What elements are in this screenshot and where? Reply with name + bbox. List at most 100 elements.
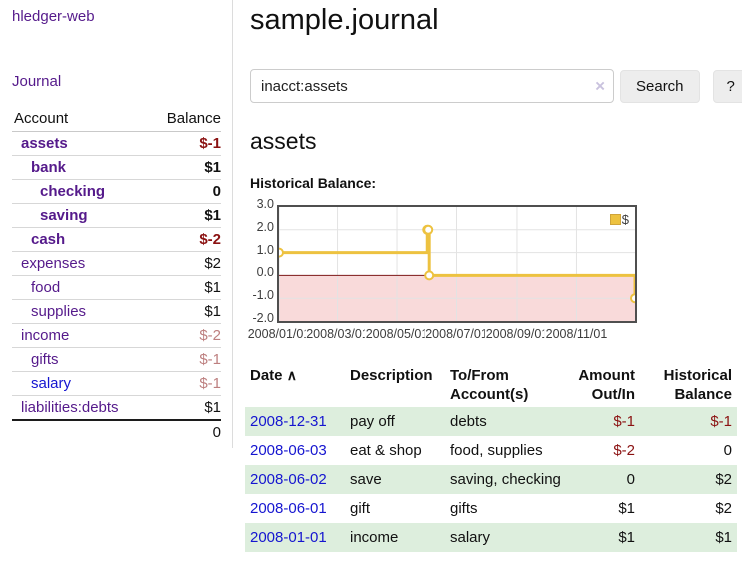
y-axis-tick-label: 2.0 (256, 219, 274, 234)
register-amount-cell: $1 (618, 500, 635, 517)
account-balance: 0 (148, 179, 221, 204)
search-input-wrap: × (250, 69, 614, 103)
register-balance-cell: 0 (723, 442, 732, 459)
account-row: assets $-1 (12, 131, 221, 156)
account-row: checking 0 (12, 179, 221, 204)
x-axis-tick-label: 2008/09/01 (484, 327, 550, 341)
register-date-cell: 2008-06-01 (245, 494, 345, 523)
chart-plot-area: $ (277, 205, 637, 323)
register-header-row: Date ∧ Description To/From Account(s) Am… (245, 363, 737, 407)
sidebar-account-link[interactable]: supplies (31, 303, 87, 320)
main-content: sample.journal × Search ? assets Histori… (245, 0, 742, 552)
register-accounts-cell: food, supplies (450, 442, 543, 459)
account-balance: $1 (148, 275, 221, 300)
accounts-total-balance: 0 (148, 419, 221, 444)
page-title: sample.journal (250, 4, 439, 36)
account-name-cell: supplies (12, 299, 149, 324)
register-balance-cell: $2 (715, 500, 732, 517)
sidebar-item-journal[interactable]: Journal (12, 73, 62, 90)
register-header-date[interactable]: Date ∧ (250, 367, 297, 384)
account-name-cell: cash (12, 227, 149, 252)
account-row: income $-2 (12, 323, 221, 348)
chart-legend: $ (606, 210, 632, 229)
app-title-link[interactable]: hledger-web (12, 8, 95, 25)
transaction-date-link[interactable]: 2008-06-02 (250, 471, 327, 488)
register-amount-cell: $-2 (613, 442, 635, 459)
account-balance: $1 (148, 203, 221, 228)
register-accounts-cell: saving, checking (450, 471, 561, 488)
total-spacer (12, 419, 149, 444)
register-row: 2008-12-31 pay off debts $-1 $-1 (245, 407, 737, 436)
account-column-header: Account (12, 108, 149, 132)
account-balance: $1 (148, 155, 221, 180)
register-amount-cell: $-1 (613, 413, 635, 430)
register-description-cell: save (350, 471, 382, 488)
account-balance: $-1 (148, 131, 221, 156)
sidebar-account-link[interactable]: saving (40, 207, 88, 224)
sidebar-account-link[interactable]: gifts (31, 351, 59, 368)
register-accounts-cell: salary (450, 529, 491, 546)
account-row: liabilities:debts $1 (12, 395, 221, 420)
sidebar-account-link[interactable]: income (21, 327, 70, 344)
sidebar-account-link[interactable]: cash (31, 231, 66, 248)
register-row: 2008-06-02 save saving, checking 0 $2 (245, 465, 737, 494)
register-accounts-cell: gifts (450, 500, 478, 517)
sidebar-account-link[interactable]: expenses (21, 255, 86, 272)
accounts-table-header: Account Balance (12, 108, 221, 132)
account-row: supplies $1 (12, 299, 221, 324)
account-name-cell: bank (12, 155, 149, 180)
legend-series-label: $ (621, 212, 629, 227)
search-help-button[interactable]: ? (712, 69, 742, 103)
register-header-account: To/From Account(s) (450, 367, 529, 403)
account-heading: assets (250, 128, 317, 154)
search-button[interactable]: Search (620, 69, 700, 103)
account-row: food $1 (12, 275, 221, 300)
register-date-cell: 2008-12-31 (245, 407, 345, 436)
account-balance: $1 (148, 299, 221, 324)
account-balance: $-1 (148, 371, 221, 396)
register-row: 2008-06-01 gift gifts $1 $2 (245, 494, 737, 523)
account-name-cell: food (12, 275, 149, 300)
register-header-balance: Historical Balance (663, 367, 732, 403)
register-date-cell: 2008-06-03 (245, 436, 345, 465)
account-row: saving $1 (12, 203, 221, 228)
accounts-table: Account Balance assets $-1 bank $1 checking 0… (12, 108, 221, 444)
y-axis-tick-label: -2.0 (252, 311, 274, 325)
transaction-date-link[interactable]: 2008-06-03 (250, 442, 327, 459)
register-accounts-cell: debts (450, 413, 487, 430)
sidebar-account-link[interactable]: bank (31, 159, 67, 176)
search-form: × Search ? (250, 69, 742, 103)
register-description-cell: gift (350, 500, 371, 517)
account-name-cell: expenses (12, 251, 149, 276)
legend-swatch-icon (609, 214, 621, 225)
transaction-date-link[interactable]: 2008-12-31 (250, 413, 327, 430)
y-axis-tick-label: 0.0 (256, 265, 274, 280)
sidebar-account-link[interactable]: checking (40, 183, 106, 200)
search-input[interactable] (250, 69, 614, 103)
sidebar-account-link[interactable]: salary (31, 375, 72, 392)
register-description-cell: pay off (350, 413, 395, 430)
sidebar-account-link[interactable]: assets (21, 135, 68, 152)
transaction-date-link[interactable]: 2008-01-01 (250, 529, 327, 546)
register-description-cell: income (350, 529, 399, 546)
register-balance-cell: $-1 (710, 413, 732, 430)
transaction-date-link[interactable]: 2008-06-01 (250, 500, 327, 517)
sidebar-account-link[interactable]: liabilities:debts (21, 399, 119, 416)
y-axis-tick-label: 1.0 (256, 242, 274, 257)
register-row: 2008-06-03 eat & shop food, supplies $-2 0 (245, 436, 737, 465)
chart-title: Historical Balance: (250, 175, 377, 191)
account-balance: $2 (148, 251, 221, 276)
register-date-cell: 2008-06-02 (245, 465, 345, 494)
register-balance-cell: $1 (715, 529, 732, 546)
register-balance-cell: $2 (715, 471, 732, 488)
clear-search-icon[interactable]: × (595, 76, 605, 96)
account-name-cell: assets (12, 131, 149, 156)
historical-balance-chart: $ 3.0 2.0 1.0 0.0 -1.0 -2.0 2008/01/01 2008/03/… (246, 197, 742, 349)
x-axis-tick-label: 2008/05/01 (364, 327, 430, 341)
sort-asc-icon: ∧ (286, 367, 297, 383)
account-name-cell: checking (12, 179, 149, 204)
register-header-amount: Amount Out/In (578, 367, 635, 403)
sidebar-account-link[interactable]: food (31, 279, 61, 296)
account-row: bank $1 (12, 155, 221, 180)
